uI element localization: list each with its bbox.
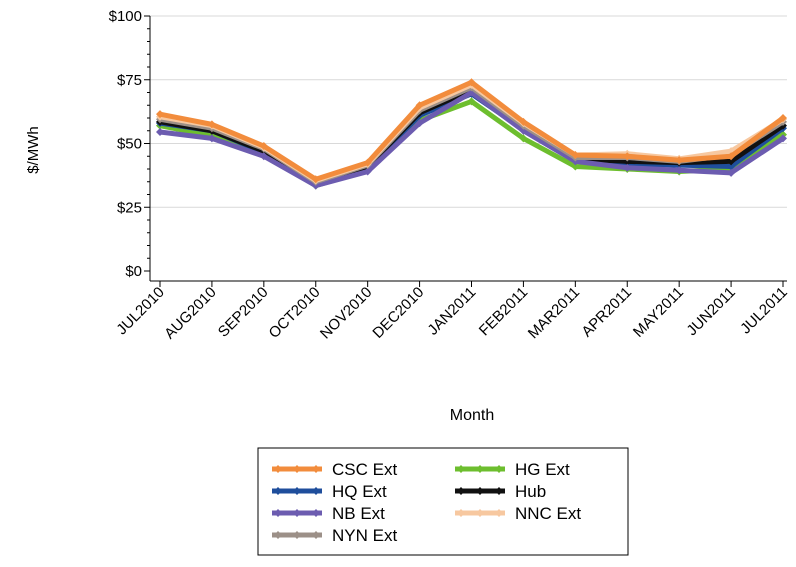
y-tick-label: $100 — [109, 8, 142, 25]
data-point — [727, 168, 736, 177]
data-point — [259, 142, 268, 151]
legend-item: Hub — [455, 482, 546, 501]
x-tick-label: MAY2011 — [630, 284, 687, 341]
x-tick-label: SEP2010 — [215, 284, 272, 341]
legend-marker — [312, 487, 320, 495]
data-point — [727, 162, 736, 171]
y-ticks: $0 $25 $50 $75 $100 — [109, 8, 150, 280]
x-tick-label: MAR2011 — [525, 284, 583, 342]
legend-marker — [457, 465, 465, 473]
y-axis-label: $/MWh — [25, 126, 42, 174]
x-axis-label: Month — [450, 407, 494, 424]
legend-label: CSC Ext — [332, 460, 397, 479]
legend-item: NYN Ext — [272, 526, 397, 545]
data-point — [675, 156, 684, 165]
data-point — [727, 152, 736, 161]
legend-marker — [495, 509, 503, 517]
data-point — [207, 120, 216, 129]
legend-label: NNC Ext — [515, 504, 581, 523]
legend-marker — [457, 487, 465, 495]
legend-item: NNC Ext — [455, 504, 581, 523]
legend-marker — [495, 465, 503, 473]
legend-marker — [293, 465, 301, 473]
legend-marker — [312, 531, 320, 539]
legend: CSC Ext HQ Ext NB Ext NYN Ext HG Ext Hub NNC E… — [257, 447, 629, 556]
data-point — [519, 134, 528, 143]
data-point — [156, 110, 164, 119]
data-point — [363, 158, 372, 167]
legend-marker — [274, 487, 282, 495]
x-tick-label: JUL2010 — [113, 284, 167, 338]
legend-marker — [274, 509, 282, 517]
x-tick-label: JAN2011 — [424, 284, 479, 339]
gridlines — [150, 15, 787, 208]
y-tick-label: $0 — [125, 263, 142, 280]
data-point — [779, 134, 787, 143]
legend-label: HG Ext — [515, 460, 570, 479]
x-tick-label: JUN2011 — [683, 284, 738, 339]
x-tick-label: DEC2010 — [369, 284, 427, 342]
data-point — [675, 166, 684, 175]
legend-item: HG Ext — [455, 460, 570, 479]
legend-marker — [457, 509, 465, 517]
legend-marker — [274, 531, 282, 539]
legend-label: Hub — [515, 482, 546, 501]
legend-marker — [476, 509, 484, 517]
data-point — [779, 114, 787, 122]
legend-marker — [293, 487, 301, 495]
data-point — [623, 163, 632, 172]
data-point — [363, 167, 372, 176]
legend-marker — [312, 509, 320, 517]
x-tick-label: FEB2011 — [476, 284, 531, 339]
data-point — [623, 152, 632, 161]
legend-marker — [476, 487, 484, 495]
legend-marker — [274, 465, 282, 473]
data-point — [415, 119, 424, 128]
legend-item: NB Ext — [272, 504, 385, 523]
x-tick-label: OCT2010 — [266, 284, 324, 342]
legend-box — [257, 447, 629, 556]
x-tick-label: APR2011 — [578, 284, 635, 341]
data-point — [467, 97, 476, 106]
legend-item: HQ Ext — [272, 482, 387, 501]
data-point — [571, 162, 580, 171]
y-tick-label: $50 — [117, 136, 142, 153]
axes — [149, 16, 787, 282]
data-point — [207, 134, 216, 143]
legend-marker — [293, 509, 301, 517]
legend-marker — [495, 487, 503, 495]
series-lines — [156, 78, 787, 190]
data-point — [571, 150, 580, 159]
data-point — [156, 128, 164, 137]
legend-marker — [476, 465, 484, 473]
data-point — [727, 157, 736, 166]
legend-marker — [293, 531, 301, 539]
legend-item: CSC Ext — [272, 460, 397, 479]
data-point — [415, 101, 424, 110]
legend-label: NB Ext — [332, 504, 385, 523]
x-tick-label: AUG2010 — [161, 284, 220, 343]
legend-marker — [312, 465, 320, 473]
x-tick-label: JUL2011 — [737, 284, 791, 338]
legend-label: HQ Ext — [332, 482, 387, 501]
data-point — [311, 175, 320, 184]
y-tick-label: $75 — [117, 72, 142, 89]
series-csc-ext — [156, 78, 787, 184]
y-tick-label: $25 — [117, 199, 142, 216]
data-point — [519, 117, 528, 126]
data-point — [467, 78, 476, 87]
data-point — [259, 152, 268, 161]
x-ticks: JUL2010AUG2010SEP2010OCT2010NOV2010DEC20… — [113, 281, 791, 343]
x-tick-label: NOV2010 — [317, 284, 376, 343]
legend-label: NYN Ext — [332, 526, 397, 545]
